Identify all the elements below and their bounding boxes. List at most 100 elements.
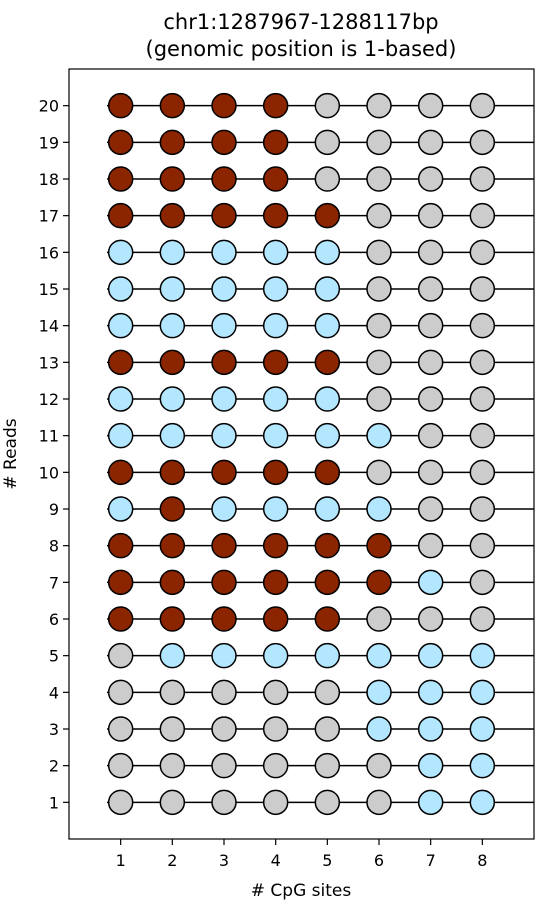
cpg-point-read-7-site-2 [159, 569, 186, 596]
cpg-point-read-13-site-5 [314, 349, 341, 376]
y-tick-label-6: 6 [49, 610, 59, 629]
y-tick-label-8: 8 [49, 537, 59, 556]
cpg-point-read-11-site-5 [314, 422, 341, 449]
cpg-point-read-6-site-5 [314, 606, 341, 632]
cpg-point-read-10-site-7 [417, 459, 444, 486]
cpg-point-read-10-site-1 [107, 459, 134, 486]
cpg-point-read-7-site-4 [262, 569, 289, 596]
cpg-point-read-12-site-2 [159, 386, 186, 412]
y-tick-label-5: 5 [49, 647, 59, 666]
cpg-point-read-5-site-5 [314, 642, 341, 669]
cpg-point-read-13-site-4 [262, 349, 289, 376]
cpg-point-read-13-site-8 [469, 349, 496, 376]
cpg-point-read-5-site-6 [366, 642, 392, 669]
y-tick-label-3: 3 [49, 720, 59, 739]
x-tick-label-1: 1 [116, 851, 126, 870]
cpg-point-read-20-site-6 [366, 92, 392, 119]
cpg-point-read-9-site-1 [107, 496, 134, 522]
cpg-point-read-1-site-5 [314, 789, 341, 816]
cpg-point-read-2-site-2 [159, 752, 186, 779]
cpg-point-read-3-site-6 [366, 716, 392, 742]
cpg-point-read-12-site-3 [211, 386, 237, 412]
cpg-point-read-5-site-7 [417, 642, 444, 669]
cpg-point-read-3-site-4 [262, 716, 289, 742]
cpg-point-read-11-site-1 [107, 422, 134, 449]
cpg-point-read-20-site-4 [262, 92, 289, 119]
cpg-point-read-4-site-6 [366, 679, 392, 706]
y-tick-label-15: 15 [39, 280, 59, 299]
cpg-point-read-20-site-3 [211, 92, 237, 119]
y-tick-label-20: 20 [39, 97, 59, 116]
y-tick-label-18: 18 [39, 170, 59, 189]
cpg-point-read-18-site-5 [314, 166, 341, 192]
cpg-point-read-1-site-4 [262, 789, 289, 816]
cpg-point-read-19-site-3 [211, 129, 237, 156]
cpg-point-read-14-site-4 [262, 312, 289, 339]
cpg-point-read-16-site-8 [469, 239, 496, 266]
cpg-point-read-20-site-2 [159, 92, 186, 119]
cpg-point-read-2-site-3 [211, 752, 237, 779]
y-tick-label-19: 19 [39, 133, 59, 152]
cpg-point-read-7-site-3 [211, 569, 237, 596]
cpg-point-read-1-site-6 [366, 789, 392, 816]
cpg-point-read-11-site-7 [417, 422, 444, 449]
x-tick-label-8: 8 [477, 851, 487, 870]
y-tick-label-2: 2 [49, 757, 59, 776]
cpg-point-read-12-site-4 [262, 386, 289, 412]
cpg-point-read-19-site-5 [314, 129, 341, 156]
cpg-point-read-10-site-5 [314, 459, 341, 486]
cpg-point-read-7-site-5 [314, 569, 341, 596]
cpg-point-read-15-site-4 [262, 276, 289, 302]
cpg-point-read-17-site-5 [314, 202, 341, 229]
cpg-point-read-2-site-7 [417, 752, 444, 779]
cpg-point-read-6-site-3 [211, 606, 237, 632]
chart-title-line-1: chr1:1287967-1288117bp [163, 10, 438, 34]
cpg-point-read-10-site-8 [469, 459, 496, 486]
cpg-point-read-13-site-7 [417, 349, 444, 376]
cpg-point-read-15-site-7 [417, 276, 444, 302]
y-tick-label-13: 13 [39, 353, 59, 372]
cpg-point-read-16-site-1 [107, 239, 134, 266]
cpg-point-read-6-site-4 [262, 606, 289, 632]
cpg-point-read-4-site-3 [211, 679, 237, 706]
cpg-point-read-8-site-7 [417, 532, 444, 559]
cpg-point-read-3-site-3 [211, 716, 237, 742]
x-tick-label-4: 4 [271, 851, 281, 870]
cpg-point-read-18-site-1 [107, 166, 134, 192]
cpg-point-read-6-site-2 [159, 606, 186, 632]
cpg-point-read-19-site-4 [262, 129, 289, 156]
cpg-point-read-18-site-4 [262, 166, 289, 192]
cpg-point-read-4-site-4 [262, 679, 289, 706]
cpg-point-read-3-site-5 [314, 716, 341, 742]
cpg-point-read-17-site-7 [417, 202, 444, 229]
x-axis-ticks: 1 2 3 4 5 6 7 8 [116, 839, 487, 870]
data-points [107, 92, 496, 816]
cpg-point-read-11-site-8 [469, 422, 496, 449]
cpg-point-read-8-site-5 [314, 532, 341, 559]
cpg-point-read-17-site-6 [366, 202, 392, 229]
cpg-point-read-20-site-1 [107, 92, 134, 119]
cpg-point-read-18-site-6 [366, 166, 392, 192]
y-tick-label-4: 4 [49, 683, 59, 702]
cpg-point-read-14-site-1 [107, 312, 134, 339]
cpg-point-read-1-site-8 [469, 789, 496, 816]
cpg-point-read-14-site-6 [366, 312, 392, 339]
cpg-point-read-19-site-8 [469, 129, 496, 156]
cpg-point-read-16-site-6 [366, 239, 392, 266]
cpg-point-read-11-site-6 [366, 422, 392, 449]
cpg-point-read-12-site-5 [314, 386, 341, 412]
cpg-point-read-19-site-6 [366, 129, 392, 156]
cpg-point-read-8-site-4 [262, 532, 289, 559]
cpg-point-read-17-site-3 [211, 202, 237, 229]
x-tick-label-2: 2 [167, 851, 177, 870]
cpg-point-read-7-site-8 [469, 569, 496, 596]
x-axis-label: # CpG sites [251, 881, 352, 901]
cpg-point-read-8-site-1 [107, 532, 134, 559]
cpg-point-read-15-site-3 [211, 276, 237, 302]
x-tick-label-5: 5 [322, 851, 332, 870]
cpg-point-read-8-site-8 [469, 532, 496, 559]
cpg-point-read-13-site-6 [366, 349, 392, 376]
cpg-point-read-2-site-1 [107, 752, 134, 779]
cpg-point-read-11-site-4 [262, 422, 289, 449]
